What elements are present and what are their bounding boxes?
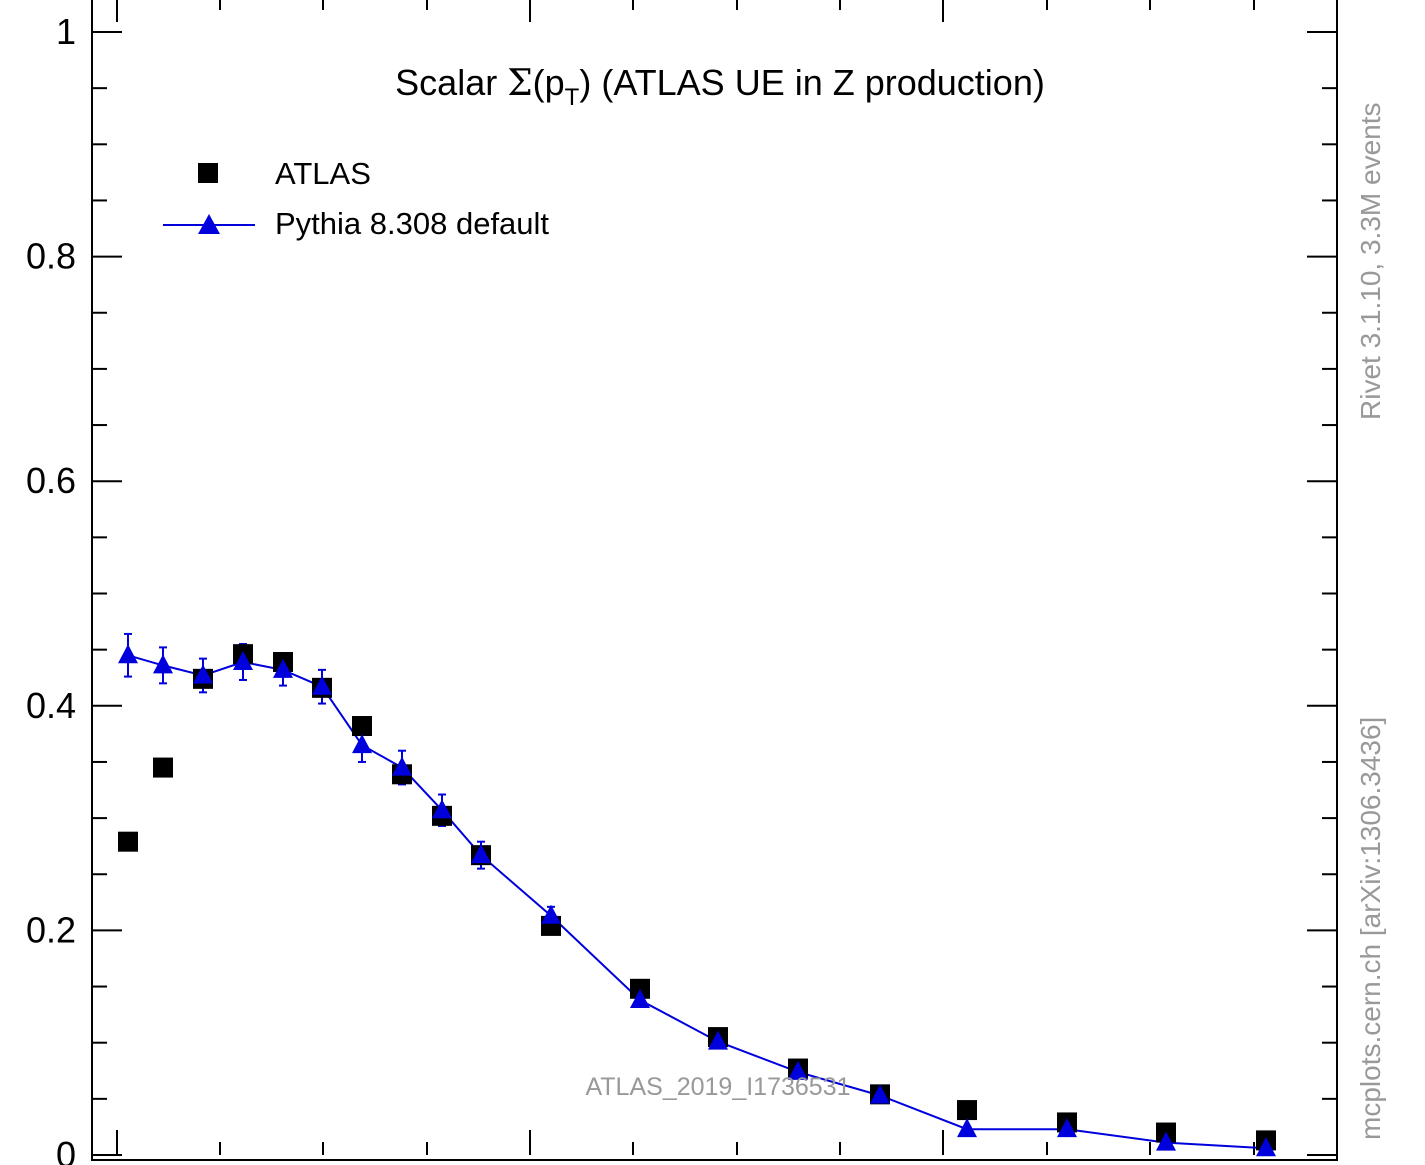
y-tick-label: 0.6 [26, 460, 76, 501]
pythia-point [708, 1030, 728, 1050]
title-open: (p [533, 62, 565, 103]
side-label-top: Rivet 3.1.10, 3.3M events [1355, 102, 1386, 420]
side-label-bottom: mcplots.cern.ch [arXiv:1306.3436] [1355, 717, 1386, 1140]
title-prefix: Scalar [395, 62, 507, 103]
pythia-point [193, 664, 213, 684]
pythia-point [471, 844, 491, 864]
chart-title: Scalar Σ(pT) (ATLAS UE in Z production) [395, 62, 1045, 111]
pythia-point [153, 654, 173, 674]
atlas-data-point [957, 1100, 977, 1121]
pythia-point [1057, 1118, 1077, 1138]
pythia-point [392, 756, 412, 776]
axis-ticks [92, 0, 1337, 1156]
legend-label-atlas: ATLAS [275, 156, 371, 191]
pythia-point [432, 799, 452, 819]
y-tick-label: 0.4 [26, 685, 76, 726]
legend-marker-atlas [198, 163, 218, 183]
pythia-point [1256, 1137, 1276, 1157]
pythia-point [118, 644, 138, 664]
legend-marker-pythia [198, 214, 220, 234]
pythia-point [312, 675, 332, 695]
plot-frame [91, 0, 1338, 1161]
y-tick-label: 0.2 [26, 909, 76, 950]
legend-label-pythia: Pythia 8.308 default [275, 206, 549, 241]
title-sub: T [565, 84, 580, 111]
y-tick-labels: 0 0.2 0.4 0.6 0.8 1 [26, 11, 76, 1165]
pythia-point [273, 658, 293, 678]
pythia-point [541, 904, 561, 924]
atlas-data-point [153, 757, 173, 778]
pythia-point [1156, 1131, 1176, 1151]
pythia-point [870, 1084, 890, 1104]
y-tick-label: 1 [56, 11, 76, 52]
title-rest: ) (ATLAS UE in Z production) [579, 62, 1045, 103]
pythia-point [788, 1060, 808, 1080]
legend: ATLAS Pythia 8.308 default [163, 156, 549, 241]
y-tick-label: 0.8 [26, 236, 76, 277]
atlas-data-point [630, 978, 650, 999]
analysis-id: ATLAS_2019_I1736531 [585, 1073, 850, 1101]
atlas-data-point [352, 716, 372, 737]
pythia-point [630, 989, 650, 1009]
atlas-data-point [118, 831, 138, 852]
pythia-series-points [118, 644, 1276, 1157]
pythia-point [233, 651, 253, 671]
pythia-point [352, 734, 372, 754]
y-tick-label: 0 [56, 1134, 76, 1165]
title-sigma: Σ [507, 63, 532, 104]
pythia-point [957, 1118, 977, 1138]
